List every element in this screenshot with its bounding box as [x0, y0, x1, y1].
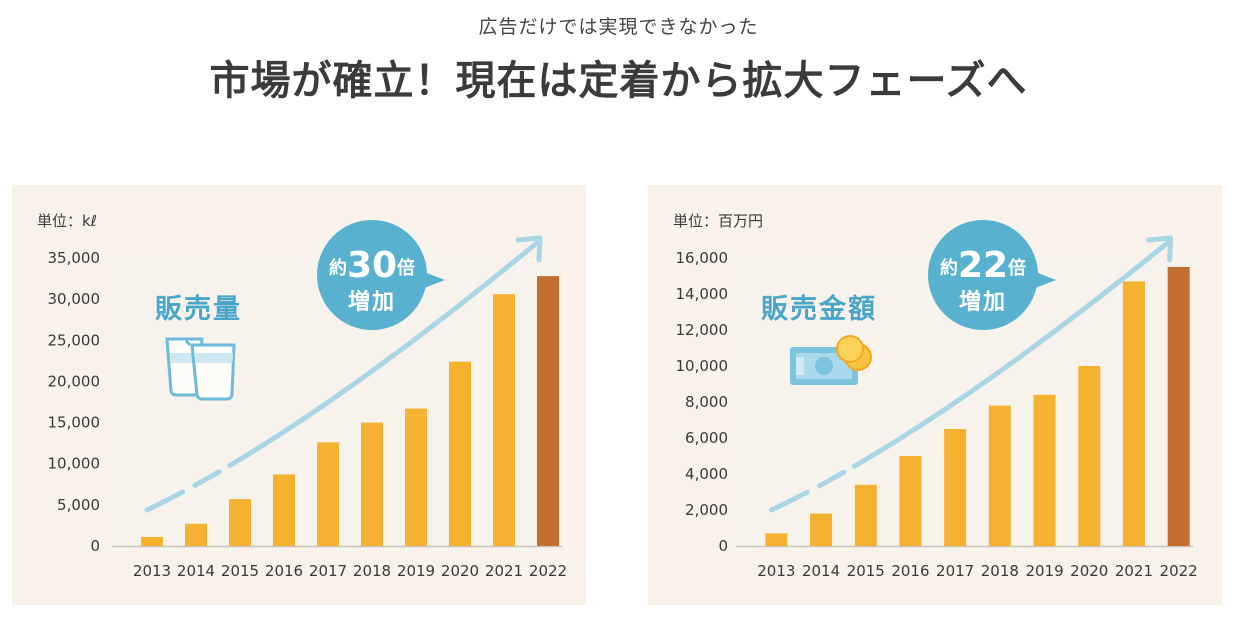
bar-2013 — [765, 533, 788, 546]
y-tick-label: 0 — [90, 537, 100, 555]
y-tick-label: 20,000 — [48, 372, 101, 390]
unit-label: 単位：百万円 — [673, 212, 764, 230]
x-tick-label: 2021 — [1115, 562, 1153, 580]
sales-volume-chart: 0 5,000 10,000 15,000 20,000 25,000 30,000 35,0… — [48, 235, 567, 580]
x-tick-label: 2014 — [802, 562, 840, 580]
x-tick-label: 2020 — [1070, 562, 1108, 580]
y-tick-label: 30,000 — [48, 290, 101, 308]
unit-label: 単位：kℓ — [37, 212, 97, 230]
bar-2021 — [1122, 281, 1145, 546]
sales-amount-panel: 0 2,000 4,000 6,000 8,000 10,000 12,000 14,000 1… — [648, 185, 1222, 605]
metric-label: 販売量 — [155, 294, 242, 325]
x-tick-label: 2017 — [936, 562, 974, 580]
y-tick-label: 25,000 — [48, 331, 101, 349]
growth-arrow-head — [1146, 235, 1174, 263]
bubble-line2: 増加 — [958, 290, 1007, 315]
x-tick-label: 2017 — [309, 562, 347, 580]
bar-2019 — [405, 408, 427, 546]
bar-2016 — [273, 474, 295, 546]
x-tick-label: 2016 — [891, 562, 929, 580]
x-tick-label: 2018 — [353, 562, 391, 580]
bar-2021 — [493, 294, 515, 546]
bubble-line2: 増加 — [347, 290, 396, 315]
y-tick-label: 4,000 — [685, 465, 728, 483]
x-tick-label: 2015 — [847, 562, 885, 580]
y-tick-label: 15,000 — [48, 414, 101, 432]
bar-2022 — [537, 276, 559, 546]
metric-label: 販売金額 — [761, 294, 877, 325]
x-tick-label: 2013 — [757, 562, 795, 580]
bar-2017 — [944, 429, 967, 546]
bar-2014 — [810, 513, 833, 546]
y-tick-label: 10,000 — [48, 455, 101, 473]
bubble-line1: 約22倍 — [939, 245, 1027, 286]
y-tick-label: 12,000 — [676, 321, 729, 339]
bar-2022 — [1167, 267, 1190, 546]
bar-2013 — [141, 536, 163, 546]
page-subtitle: 広告だけでは実現できなかった — [478, 16, 759, 38]
x-tick-label: 2022 — [529, 562, 567, 580]
x-tick-label: 2021 — [485, 562, 523, 580]
y-tick-label: 6,000 — [685, 429, 728, 447]
bar-2014 — [185, 523, 207, 546]
y-tick-label: 16,000 — [676, 249, 729, 267]
page-title: 市場が確立！現在は定着から拡大フェーズへ — [209, 58, 1028, 104]
growth-arrow-head — [515, 235, 543, 263]
y-tick-label: 10,000 — [676, 357, 729, 375]
x-tick-label: 2022 — [1160, 562, 1198, 580]
x-tick-label: 2016 — [265, 562, 303, 580]
y-tick-label: 2,000 — [685, 501, 728, 519]
sales-volume-panel: 0 5,000 10,000 15,000 20,000 25,000 30,000 35,0… — [12, 185, 586, 605]
growth-arrow — [768, 239, 1172, 513]
bar-2020 — [449, 361, 471, 546]
y-tick-label: 35,000 — [48, 249, 101, 267]
y-tick-label: 5,000 — [57, 496, 100, 514]
bar-2018 — [988, 405, 1011, 546]
y-tick-label: 8,000 — [685, 393, 728, 411]
growth-bubble: 約30倍 増加 — [317, 220, 445, 330]
bar-2015 — [854, 484, 877, 546]
x-tick-label: 2015 — [221, 562, 259, 580]
x-tick-label: 2019 — [1025, 562, 1063, 580]
growth-arrow — [144, 239, 541, 513]
bubble-tail — [419, 270, 445, 290]
bubble-tail — [1030, 270, 1056, 290]
x-tick-label: 2013 — [133, 562, 171, 580]
bubble-line1: 約30倍 — [328, 245, 416, 286]
bar-2018 — [361, 422, 383, 546]
x-tick-label: 2019 — [397, 562, 435, 580]
bar-2020 — [1078, 366, 1101, 546]
bar-2015 — [229, 499, 251, 546]
bar-2016 — [899, 456, 922, 546]
bar-2019 — [1033, 394, 1056, 546]
y-tick-label: 0 — [718, 537, 728, 555]
x-tick-label: 2020 — [441, 562, 479, 580]
y-tick-label: 14,000 — [676, 285, 729, 303]
x-tick-label: 2014 — [177, 562, 215, 580]
bar-2017 — [317, 442, 339, 546]
x-tick-label: 2018 — [981, 562, 1019, 580]
growth-bubble: 約22倍 増加 — [928, 220, 1056, 330]
